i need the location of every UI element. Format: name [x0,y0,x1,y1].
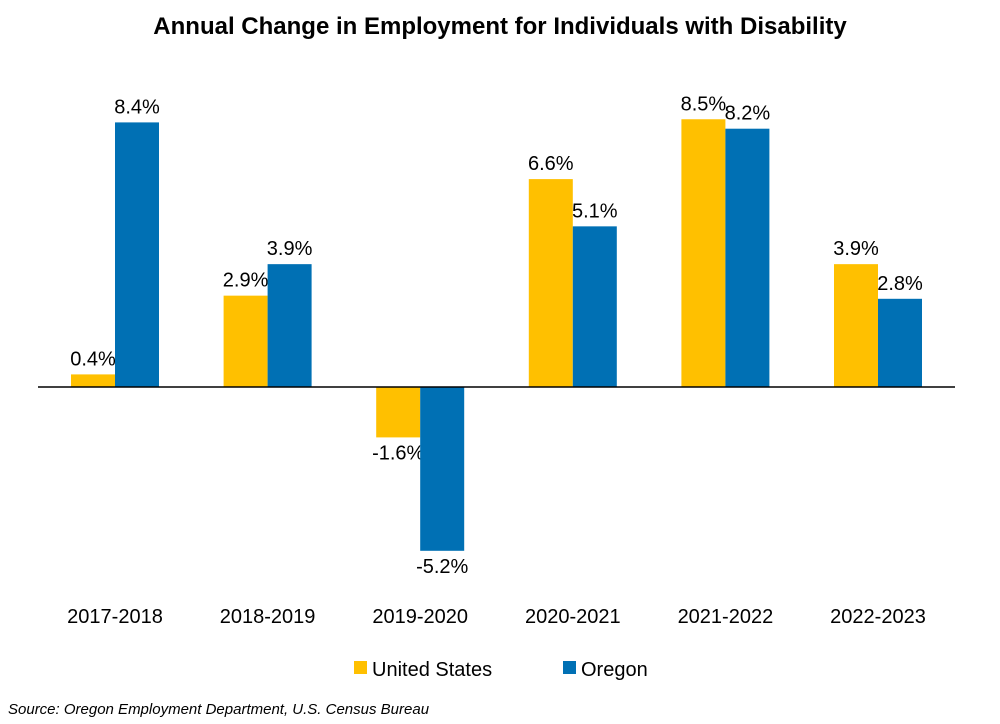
x-tick-label: 2022-2023 [830,606,926,628]
data-label: 8.5% [681,93,727,115]
bar-united-states [71,374,115,387]
bar-oregon [267,264,312,387]
data-label: 2.9% [223,270,269,292]
x-tick-label: 2017-2018 [67,606,163,628]
x-tick-label: 2020-2021 [525,606,621,628]
x-tick-label: 2021-2022 [678,606,774,628]
data-label: 5.1% [572,200,618,222]
bar-oregon [878,298,922,387]
bar-united-states [376,387,421,438]
bar-united-states [834,264,878,387]
legend-label-united-states: United States [372,659,492,681]
bar-oregon [725,128,770,387]
legend-swatch-united-states [354,661,367,674]
data-label: 3.9% [833,238,879,260]
bar-oregon [115,122,159,388]
source-note: Source: Oregon Employment Department, U.… [8,701,430,718]
data-label: 6.6% [528,153,574,175]
legend-swatch-oregon [563,661,576,674]
data-label: 2.8% [877,273,923,295]
x-tick-label: 2018-2019 [220,606,316,628]
bar-oregon [572,226,617,387]
data-label: 3.9% [267,238,313,260]
bar-united-states [223,295,268,387]
data-label: -1.6% [372,442,424,464]
bar-oregon [420,387,465,551]
data-label: -5.2% [416,556,468,578]
x-tick-label: 2019-2020 [372,606,468,628]
chart-title: Annual Change in Employment for Individu… [153,13,847,40]
data-label: 8.4% [114,96,160,118]
data-label: 8.2% [725,103,771,125]
legend: United States Oregon [354,659,648,681]
bar-united-states [528,179,573,387]
legend-label-oregon: Oregon [581,659,648,681]
bar-united-states [681,119,726,387]
data-label: 0.4% [70,348,116,370]
